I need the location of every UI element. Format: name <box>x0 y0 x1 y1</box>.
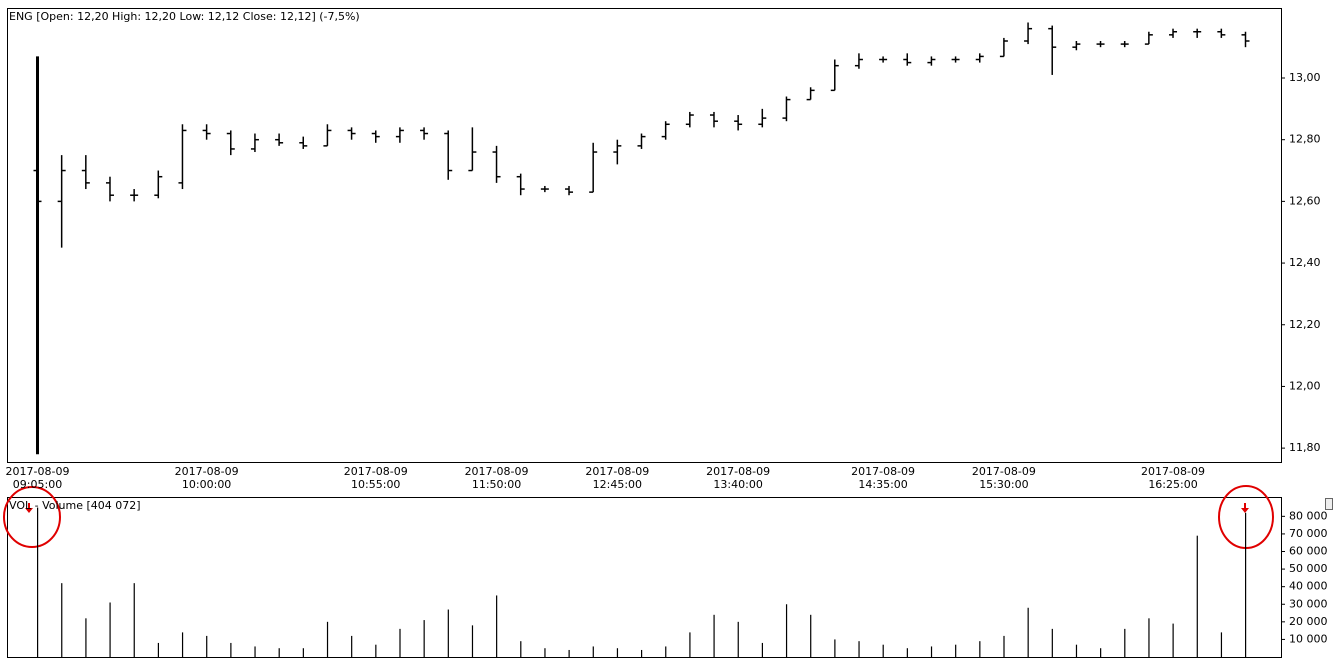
volume-bar <box>399 628 401 657</box>
volume-bar <box>882 644 884 657</box>
x-tick-label: 2017-08-09 11:50:00 <box>464 465 529 491</box>
volume-bar <box>906 648 908 657</box>
price-panel-frame <box>7 8 1282 463</box>
volume-bar <box>979 641 981 657</box>
volume-bar <box>665 646 667 657</box>
y-tick-label: 50 000 <box>1289 562 1328 575</box>
volume-bar <box>520 641 522 657</box>
x-tick-label: 2017-08-09 09:05:00 <box>5 465 70 491</box>
volume-bar <box>133 583 135 657</box>
volume-bar <box>1100 648 1102 657</box>
panel-button[interactable] <box>1325 498 1333 510</box>
volume-panel-frame <box>7 497 1282 658</box>
volume-bar <box>568 649 570 657</box>
volume-bar <box>858 641 860 657</box>
volume-bar <box>254 646 256 657</box>
volume-bar <box>61 583 63 657</box>
volume-bar <box>955 644 957 657</box>
volume-bar <box>326 621 329 657</box>
volume-bar <box>85 618 87 657</box>
volume-bar <box>689 632 691 657</box>
volume-bar <box>471 625 474 657</box>
x-tick-label: 2017-08-09 12:45:00 <box>585 465 650 491</box>
volume-bar <box>713 614 715 657</box>
y-tick-label: 12,60 <box>1289 194 1321 207</box>
y-tick-label: 12,80 <box>1289 133 1321 146</box>
volume-bar <box>761 642 763 657</box>
y-tick-label: 40 000 <box>1289 580 1328 593</box>
off-scale-arrow <box>1241 503 1249 513</box>
volume-bar <box>1075 644 1078 657</box>
volume-bar <box>230 642 232 657</box>
x-tick-label: 2017-08-09 15:30:00 <box>971 465 1036 491</box>
x-tick-label: 2017-08-09 10:55:00 <box>343 465 408 491</box>
volume-bar <box>1220 632 1223 657</box>
volume-bar <box>544 648 546 657</box>
y-tick-label: 10 000 <box>1289 632 1328 645</box>
volume-bar <box>1003 635 1005 657</box>
volume-bar <box>37 507 39 657</box>
y-tick-label: 30 000 <box>1289 597 1328 610</box>
volume-bar <box>785 604 788 657</box>
y-tick-label: 80 000 <box>1289 509 1328 522</box>
volume-bar <box>375 644 377 657</box>
volume-bar <box>157 642 159 657</box>
volume-bar <box>278 648 280 657</box>
x-tick-label: 2017-08-09 13:40:00 <box>706 465 771 491</box>
y-tick-label: 60 000 <box>1289 545 1328 558</box>
volume-bar <box>737 621 739 657</box>
volume-bar <box>496 595 498 657</box>
volume-bar <box>1051 628 1053 657</box>
y-tick-label: 13,00 <box>1289 71 1321 84</box>
x-tick-label: 2017-08-09 10:00:00 <box>174 465 239 491</box>
panel-title: VOL - Volume [404 072] <box>9 499 141 512</box>
off-scale-arrow <box>25 503 33 513</box>
volume-bar <box>1245 512 1247 657</box>
y-tick-label: 70 000 <box>1289 527 1328 540</box>
volume-bar <box>1172 623 1174 657</box>
y-tick-label: 11,80 <box>1289 441 1321 454</box>
highlight-circle <box>3 486 61 548</box>
volume-bar <box>930 646 933 657</box>
volume-bar <box>1124 628 1126 657</box>
y-tick-label: 12,00 <box>1289 379 1321 392</box>
y-tick-label: 12,40 <box>1289 256 1321 269</box>
y-tick-label: 20 000 <box>1289 615 1328 628</box>
volume-bar <box>810 614 812 657</box>
volume-bar <box>423 620 425 657</box>
volume-bar <box>1196 535 1198 657</box>
x-tick-label: 2017-08-09 14:35:00 <box>851 465 916 491</box>
panel-title: ENG [Open: 12,20 High: 12,20 Low: 12,12 … <box>9 10 360 23</box>
volume-bar <box>616 648 619 657</box>
volume-bar <box>641 649 643 657</box>
volume-bar <box>206 635 208 657</box>
volume-bar <box>834 639 836 657</box>
volume-bar <box>181 632 184 657</box>
x-tick-label: 2017-08-09 16:25:00 <box>1141 465 1205 491</box>
y-tick-label: 12,20 <box>1289 318 1321 331</box>
volume-bar <box>447 609 449 657</box>
volume-bar <box>592 646 594 657</box>
volume-bar <box>1027 607 1029 657</box>
volume-bar <box>351 635 353 657</box>
volume-bar <box>1148 618 1150 657</box>
volume-bar <box>302 648 304 657</box>
volume-bar <box>109 602 111 657</box>
